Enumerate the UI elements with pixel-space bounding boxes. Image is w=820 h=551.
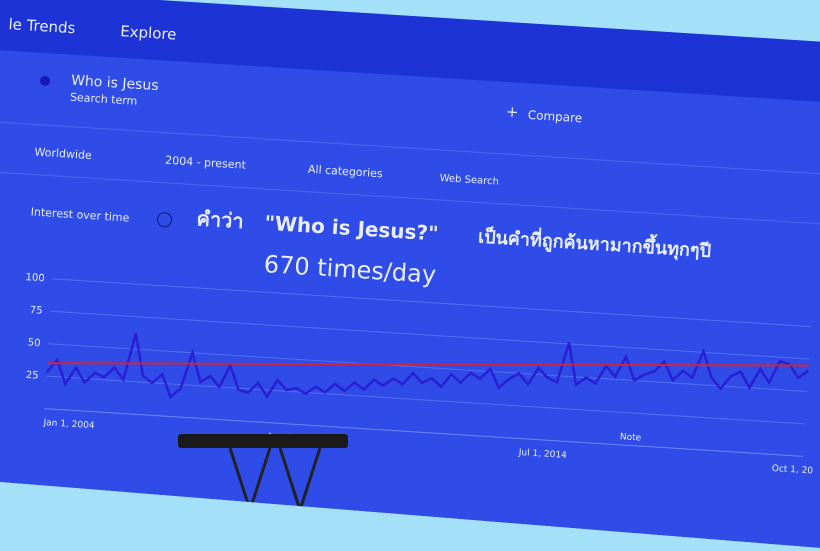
y-tick-label: 75: [29, 305, 42, 317]
y-tick-label: 25: [25, 370, 38, 382]
plus-icon: +: [505, 103, 519, 122]
note: Note: [620, 432, 642, 443]
photo: le Trends Explore Who is Jesus Search te…: [0, 0, 820, 551]
keyboard: [178, 434, 348, 448]
y-tick-label: 100: [25, 272, 45, 284]
nav-explore[interactable]: Explore: [120, 22, 177, 43]
page: {"header": {"brand": "le Trends", "nav":…: [0, 0, 820, 551]
y-tick-label: 50: [27, 337, 40, 349]
overlay-prefix: คำว่า: [196, 206, 244, 233]
